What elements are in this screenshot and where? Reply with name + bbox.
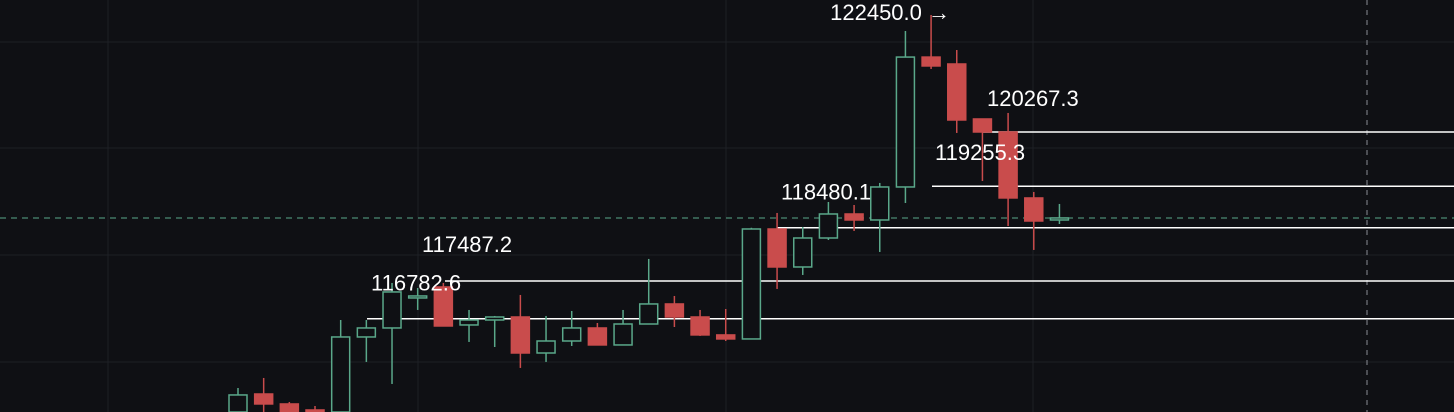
candle-body xyxy=(407,295,428,299)
level-label: 116782.6 xyxy=(371,271,461,296)
candle-body xyxy=(972,118,993,133)
candle-body xyxy=(536,340,556,354)
level-label: 117487.2 xyxy=(422,232,512,257)
candle-body xyxy=(947,63,967,121)
candle-body xyxy=(792,237,813,268)
candle-body xyxy=(459,319,479,326)
candle-body xyxy=(587,327,608,346)
candle-body xyxy=(382,291,402,329)
candle-body xyxy=(279,403,300,412)
candle-body xyxy=(510,316,531,354)
candle-body xyxy=(844,213,864,221)
candle-body xyxy=(356,327,377,338)
candle-body xyxy=(330,336,351,412)
level-label: 119255.3 xyxy=(935,140,1025,165)
candle-body xyxy=(870,186,890,221)
candle-body xyxy=(921,56,941,67)
candle-body xyxy=(613,323,633,346)
candle-body xyxy=(253,393,274,405)
candle-body xyxy=(895,56,916,188)
candle-body xyxy=(664,303,685,318)
candle-body xyxy=(561,327,582,342)
candle-body xyxy=(305,409,325,412)
candle-body xyxy=(433,286,454,327)
candle-body xyxy=(715,334,736,340)
candle-body xyxy=(741,228,762,340)
candle-body xyxy=(1049,217,1070,221)
level-label: 118480.1 xyxy=(781,180,871,205)
candle-body xyxy=(818,213,839,239)
candle-body xyxy=(228,394,248,412)
candle-body xyxy=(638,303,659,325)
level-label: 122450.0 → xyxy=(830,0,950,25)
candle-body xyxy=(690,316,710,336)
candle-body xyxy=(998,131,1018,199)
candle-body xyxy=(767,228,787,268)
level-label: 120267.3 xyxy=(987,86,1079,111)
candle-body xyxy=(484,316,505,321)
candle-body xyxy=(1024,197,1044,222)
